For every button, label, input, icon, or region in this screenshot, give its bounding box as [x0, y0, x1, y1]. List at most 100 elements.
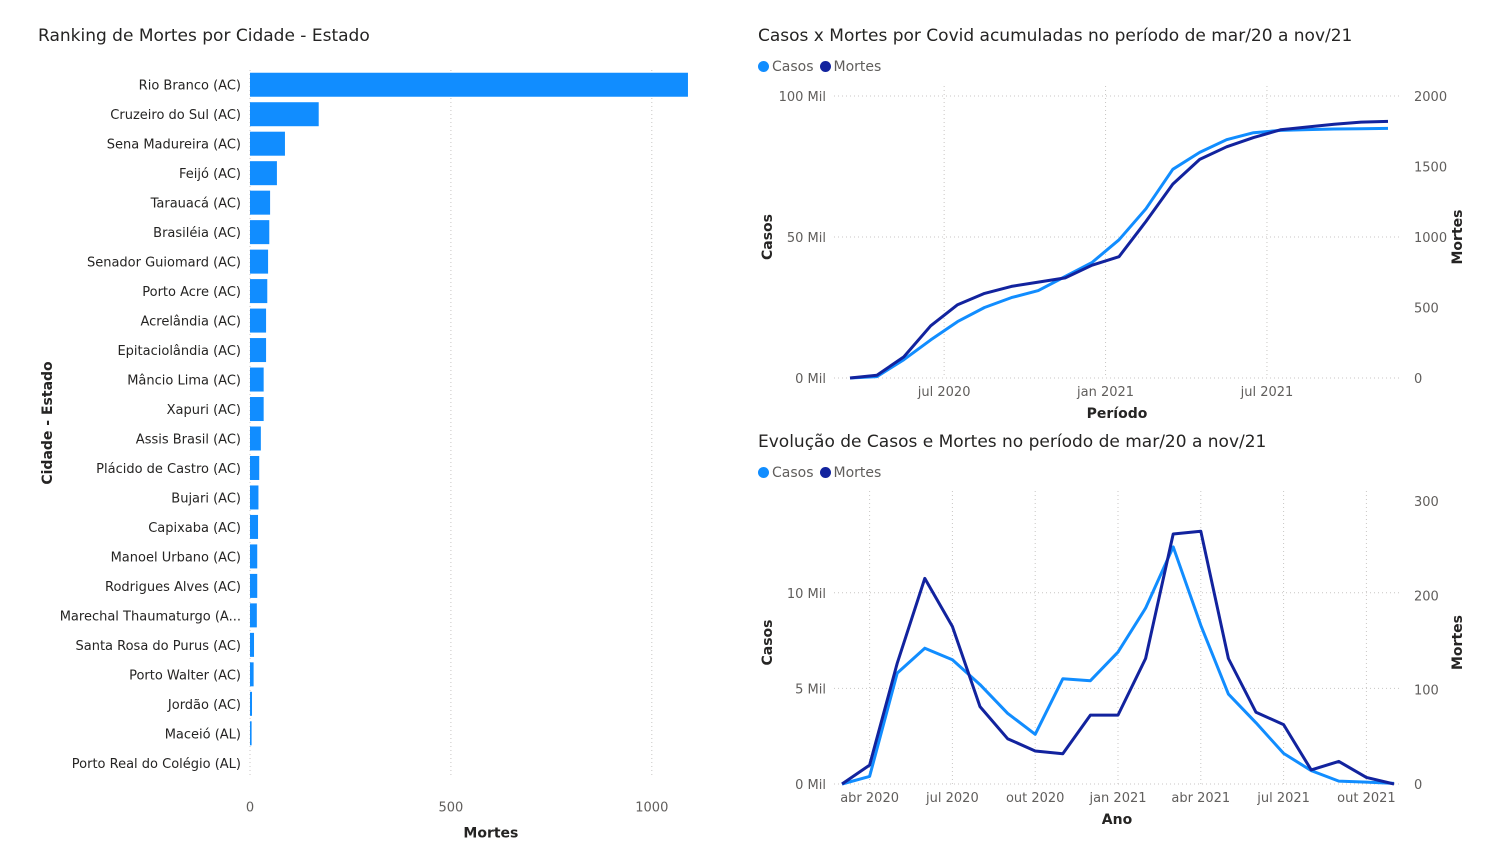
- bar: [250, 514, 259, 539]
- category-label: Acrelândia (AC): [140, 315, 241, 330]
- bar: [250, 485, 259, 510]
- x-tick-label: out 2020: [1006, 791, 1065, 806]
- casos-dot-icon: [758, 61, 769, 72]
- bar: [250, 220, 270, 245]
- x-tick-label: 1000: [635, 801, 668, 816]
- y2-tick-label: 500: [1414, 302, 1439, 317]
- y2-tick-label: 0: [1414, 372, 1422, 387]
- y2-tick-label: 200: [1414, 589, 1439, 604]
- category-label: Bujari (AC): [171, 491, 241, 506]
- category-label: Porto Acre (AC): [142, 285, 241, 300]
- cumulative-line-chart: 0 Mil 50 Mil 100 Mil 0 500 1000 1500 2000 jul 20…: [760, 86, 1466, 422]
- x-tick-label: jul 2020: [917, 385, 971, 400]
- bar: [250, 279, 268, 304]
- bar: [250, 455, 260, 480]
- y-axis-title: Cidade - Estado: [40, 361, 56, 485]
- bar: [250, 632, 255, 657]
- bar: [250, 721, 252, 746]
- x-tick-label: 0: [246, 801, 254, 816]
- cumulative-legend: Casos Mortes: [758, 59, 887, 75]
- legend-item-mortes[interactable]: Mortes: [819, 465, 882, 481]
- x-tick-label: jan 2021: [1076, 385, 1134, 400]
- x-tick-label: abr 2020: [840, 791, 899, 806]
- bar: [250, 338, 267, 363]
- x-tick-label: jul 2020: [925, 791, 979, 806]
- y2-axis-title: Mortes: [1450, 210, 1466, 265]
- x-tick-label: abr 2021: [1171, 791, 1230, 806]
- category-label: Porto Real do Colégio (AL): [72, 757, 241, 772]
- bar: [250, 544, 258, 569]
- bar: [250, 573, 258, 598]
- category-label: Rodrigues Alves (AC): [105, 580, 241, 595]
- category-label: Maceió (AL): [165, 727, 241, 742]
- ranking-panel: Ranking de Mortes por Cidade - Estado 0 5…: [0, 0, 720, 857]
- legend-label-casos: Casos: [772, 465, 814, 481]
- y2-tick-label: 1500: [1414, 161, 1447, 176]
- evolution-panel: Evolução de Casos e Mortes no período de…: [740, 430, 1495, 857]
- mortes-dot-icon: [819, 61, 831, 72]
- y2-tick-label: 100: [1414, 684, 1439, 699]
- legend-label-mortes: Mortes: [833, 59, 882, 75]
- category-label: Senador Guiomard (AC): [87, 256, 241, 271]
- series-line-casos: [841, 545, 1395, 786]
- bar: [250, 72, 688, 97]
- cumulative-title: Casos x Mortes por Covid acumuladas no p…: [758, 26, 1353, 46]
- casos-dot-icon: [758, 467, 769, 478]
- bar: [250, 397, 264, 422]
- bar: [250, 190, 271, 215]
- category-label: Tarauacá (AC): [150, 197, 241, 212]
- x-tick-label: out 2021: [1337, 791, 1396, 806]
- category-label: Epitaciolândia (AC): [117, 344, 241, 359]
- y-tick-label: 100 Mil: [779, 90, 826, 105]
- x-tick-label: jul 2021: [1256, 791, 1310, 806]
- bar: [250, 308, 267, 333]
- y2-tick-label: 300: [1414, 495, 1439, 510]
- category-label: Marechal Thaumaturgo (A...: [60, 609, 241, 624]
- y2-axis-title: Mortes: [1450, 615, 1466, 670]
- x-tick-label: jan 2021: [1088, 791, 1146, 806]
- y2-tick-label: 1000: [1414, 231, 1447, 246]
- ranking-title: Ranking de Mortes por Cidade - Estado: [38, 26, 370, 46]
- category-label: Cruzeiro do Sul (AC): [110, 108, 241, 123]
- y-tick-label: 5 Mil: [795, 682, 826, 697]
- category-label: Plácido de Castro (AC): [96, 462, 241, 477]
- bar: [250, 603, 257, 628]
- evolution-title: Evolução de Casos e Mortes no período de…: [758, 432, 1267, 452]
- category-label: Jordão (AC): [167, 698, 241, 713]
- bar: [250, 249, 269, 274]
- y-tick-label: 0 Mil: [795, 778, 826, 793]
- category-label: Porto Walter (AC): [129, 668, 241, 683]
- x-axis-title: Ano: [1102, 812, 1133, 828]
- category-label: Manoel Urbano (AC): [111, 550, 241, 565]
- legend-label-mortes: Mortes: [833, 465, 882, 481]
- category-label: Xapuri (AC): [167, 403, 241, 418]
- evolution-legend: Casos Mortes: [758, 465, 887, 481]
- bar: [250, 691, 253, 716]
- bar: [250, 102, 319, 127]
- category-label: Capixaba (AC): [148, 521, 241, 536]
- legend-item-casos[interactable]: Casos: [758, 59, 814, 75]
- legend-item-mortes[interactable]: Mortes: [819, 59, 882, 75]
- evolution-line-chart: 0 Mil 5 Mil 10 Mil 0 100 200 300 abr 2020 jul 20…: [760, 491, 1466, 828]
- y-tick-label: 10 Mil: [787, 587, 826, 602]
- y2-tick-label: 0: [1414, 778, 1422, 793]
- cumulative-panel: Casos x Mortes por Covid acumuladas no p…: [740, 0, 1495, 430]
- series-line-mortes: [841, 529, 1395, 786]
- category-label: Santa Rosa do Purus (AC): [76, 639, 242, 654]
- bar: [250, 426, 261, 451]
- category-label: Sena Madureira (AC): [107, 138, 241, 153]
- y-tick-label: 50 Mil: [787, 231, 826, 246]
- y-axis-title: Casos: [760, 214, 776, 260]
- mortes-dot-icon: [819, 467, 831, 478]
- x-axis-title: Período: [1087, 406, 1148, 422]
- ranking-bar-chart: 0 500 1000 Rio Branco (AC) Cruzeiro do Sul (…: [40, 70, 688, 842]
- y2-tick-label: 2000: [1414, 90, 1447, 105]
- series-line-casos: [849, 126, 1389, 380]
- series-line-mortes: [849, 119, 1389, 380]
- bar: [250, 131, 285, 156]
- category-label: Rio Branco (AC): [139, 79, 241, 94]
- legend-label-casos: Casos: [772, 59, 814, 75]
- bar: [250, 662, 254, 687]
- x-axis-title: Mortes: [463, 826, 518, 842]
- legend-item-casos[interactable]: Casos: [758, 465, 814, 481]
